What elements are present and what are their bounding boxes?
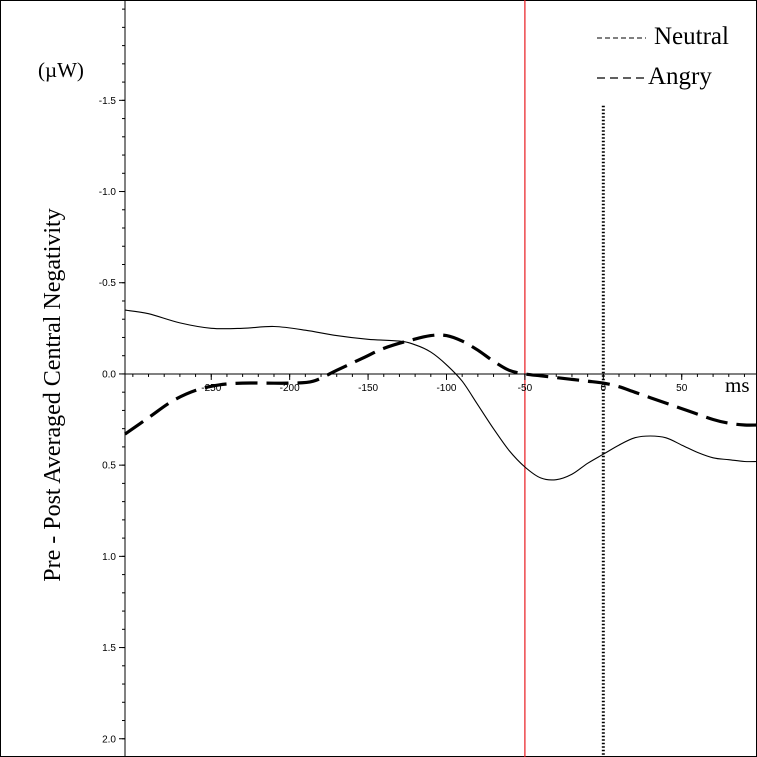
x-tick-label: -50 bbox=[518, 383, 533, 394]
x-tick-label: 50 bbox=[676, 383, 688, 394]
x-axis-title: ms bbox=[725, 373, 750, 397]
series-lines bbox=[124, 309, 757, 481]
y-tick-label: 1.5 bbox=[102, 643, 116, 654]
x-tick-label: -250 bbox=[201, 383, 221, 394]
legend-label-neutral: Neutral bbox=[654, 23, 729, 50]
y-tick-label: 0.0 bbox=[102, 369, 116, 380]
y-tick-label: 0.5 bbox=[102, 461, 116, 472]
legend-label-angry: Angry bbox=[648, 63, 712, 90]
x-tick-label: -100 bbox=[436, 383, 456, 394]
y-tick-label: 2.0 bbox=[102, 734, 116, 745]
y-tick-label: 1.0 bbox=[102, 552, 116, 563]
x-tick-label: -150 bbox=[358, 383, 378, 394]
x-tick-label: 0 bbox=[601, 383, 607, 394]
y-tick-label: -1.0 bbox=[99, 187, 117, 198]
legend: Neutral Angry bbox=[597, 23, 729, 90]
axes: -1.5 -1.0 -0.5 0.0 0.5 1.0 1.5 2.0 -250 -200 -150 -… bbox=[99, 0, 757, 757]
y-tick-label: -0.5 bbox=[99, 278, 117, 289]
y-axis-unit-label: (µW) bbox=[38, 58, 84, 82]
y-tick-label: -1.5 bbox=[99, 96, 117, 107]
y-axis-title: Pre - Post Averaged Central Negativity bbox=[40, 208, 66, 581]
series-line-neutral bbox=[124, 309, 757, 481]
x-tick-label: -200 bbox=[280, 383, 300, 394]
